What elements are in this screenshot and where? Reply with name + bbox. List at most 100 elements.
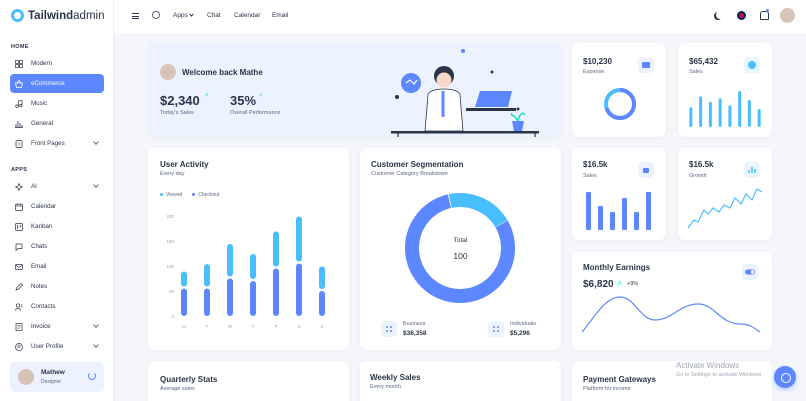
card-subtitle: Customer Category Breakdown (371, 171, 448, 177)
header-link-email[interactable]: Email (272, 12, 289, 19)
sales-bar (728, 105, 732, 127)
sidebar-item-label: General (31, 120, 54, 127)
chevron-down-icon (93, 139, 99, 145)
sales-bar (738, 91, 742, 127)
avatar (18, 369, 34, 385)
viewed-bar (204, 264, 210, 287)
bell-icon[interactable] (760, 11, 769, 20)
expense-card: $10,230 Expense (572, 43, 666, 137)
user-icon (15, 342, 23, 351)
chevron-down-icon (93, 322, 99, 328)
sidebar-item-chats[interactable]: Chats (10, 237, 104, 256)
notes-icon (15, 282, 23, 290)
y-tick-label: 100 (166, 264, 174, 269)
checkout-bar (181, 288, 187, 316)
checkout-bar (273, 268, 279, 316)
sidebar-item-ai[interactable]: AI (10, 177, 104, 196)
monthly-value: $6,820 (583, 279, 614, 290)
viewed-bar (227, 244, 233, 277)
bag-icon (638, 162, 654, 178)
sidebar-item-ecommerce[interactable]: eCommerce (10, 74, 104, 93)
search-icon[interactable] (152, 11, 160, 19)
donut-total-label: Total (453, 237, 468, 244)
checkout-bar (227, 278, 233, 316)
sidebar-item-label: Email (31, 263, 47, 270)
sidebar-item-front-pages[interactable]: Front Pages (10, 134, 104, 153)
calendar-icon (15, 202, 23, 211)
moon-icon[interactable] (716, 11, 724, 19)
weekly-sales-card: Weekly Sales Every month (360, 361, 561, 401)
segmentation-card: Customer Segmentation Customer Category … (360, 148, 561, 350)
donut-total-value: 100 (453, 251, 468, 261)
checkout-bar (204, 288, 210, 316)
header-link-apps[interactable]: Apps (173, 12, 194, 19)
card-icon (638, 57, 654, 73)
viewed-bar (273, 231, 279, 267)
card-title: Monthly Earnings (583, 263, 651, 272)
brand-bold: Tailwind (28, 9, 74, 22)
viewed-bar (319, 266, 325, 289)
sidebar-item-email[interactable]: Email (10, 257, 104, 276)
sidebar-item-notes[interactable]: Notes (10, 277, 104, 296)
sidebar-item-calendar[interactable]: Calendar (10, 197, 104, 216)
sidebar-item-label: AI (31, 183, 37, 190)
sales-bar (747, 100, 751, 127)
sidebar-item-label: Calendar (31, 203, 57, 210)
todays-sales-value: $2,340 (160, 93, 200, 108)
flag-uk-icon[interactable] (737, 11, 746, 20)
card-subtitle: Average sales (160, 386, 195, 392)
sales-mid-card: $16.5k Sales (572, 148, 666, 240)
brand-light: admin (73, 9, 105, 22)
viewed-bar (250, 254, 256, 279)
header-link-chat[interactable]: Chat (207, 12, 221, 19)
trend-up-icon: ↗ (258, 93, 263, 99)
header-avatar[interactable] (780, 8, 795, 23)
sales-bar (708, 101, 712, 127)
y-tick-label: 200 (166, 214, 174, 219)
page-icon (15, 139, 23, 148)
sidebar-item-user-profile[interactable]: User Profile (10, 337, 104, 356)
viewed-bar (181, 271, 187, 287)
settings-fab-button[interactable] (774, 366, 796, 388)
sidebar-item-invoice[interactable]: Invoice (10, 317, 104, 336)
sidebar-item-general[interactable]: General (10, 114, 104, 133)
power-icon[interactable] (88, 372, 96, 380)
mail-icon (15, 263, 23, 270)
sidebar-item-modern[interactable]: Modern (10, 54, 104, 73)
x-tick-label: T (252, 324, 255, 329)
x-tick-label: T (206, 324, 209, 329)
x-tick-label: M (182, 324, 186, 329)
sales-label: Sales (689, 69, 703, 75)
sales-card: $65,432 Sales (678, 43, 772, 137)
sales-bars-chart (689, 91, 761, 127)
profile-role: Designer (41, 379, 62, 385)
card-title: Customer Segmentation (371, 160, 464, 169)
sales-bar (757, 109, 761, 127)
sidebar-item-label: Front Pages (31, 140, 65, 147)
menu-icon[interactable] (132, 13, 139, 19)
sidebar-item-label: Contacts (31, 303, 56, 310)
sidebar-item-music[interactable]: Music (10, 94, 104, 113)
sidebar-item-label: Music (31, 100, 48, 107)
growth-chart-icon (744, 162, 760, 178)
individuals-value: $5,296 (510, 330, 530, 337)
individuals-icon (488, 321, 504, 337)
stack-icon (744, 57, 760, 73)
grid-icon (15, 59, 23, 68)
sidebar-item-label: Modern (31, 60, 52, 67)
sales-mid-label: Sales (583, 173, 597, 179)
brand-logo[interactable]: Tailwindadmin (11, 9, 104, 22)
chart-icon (15, 120, 23, 128)
y-tick-label: 50 (169, 289, 175, 294)
sidebar-item-kanban[interactable]: Kanban (10, 217, 104, 236)
trend-up-icon: ↗ (204, 93, 209, 99)
sales-mid-value: $16.5k (583, 160, 608, 169)
activation-watermark-title: Activate Windows (676, 361, 740, 370)
arrow-up-icon: ↗ (615, 280, 623, 288)
header-link-calendar[interactable]: Calendar (234, 12, 261, 19)
y-tick-label: 0 (171, 314, 174, 319)
sidebar-item-contacts[interactable]: Contacts (10, 297, 104, 316)
top-header: Apps Chat Calendar Email (114, 0, 806, 33)
chevron-down-icon (189, 12, 194, 17)
contacts-icon (15, 302, 23, 311)
